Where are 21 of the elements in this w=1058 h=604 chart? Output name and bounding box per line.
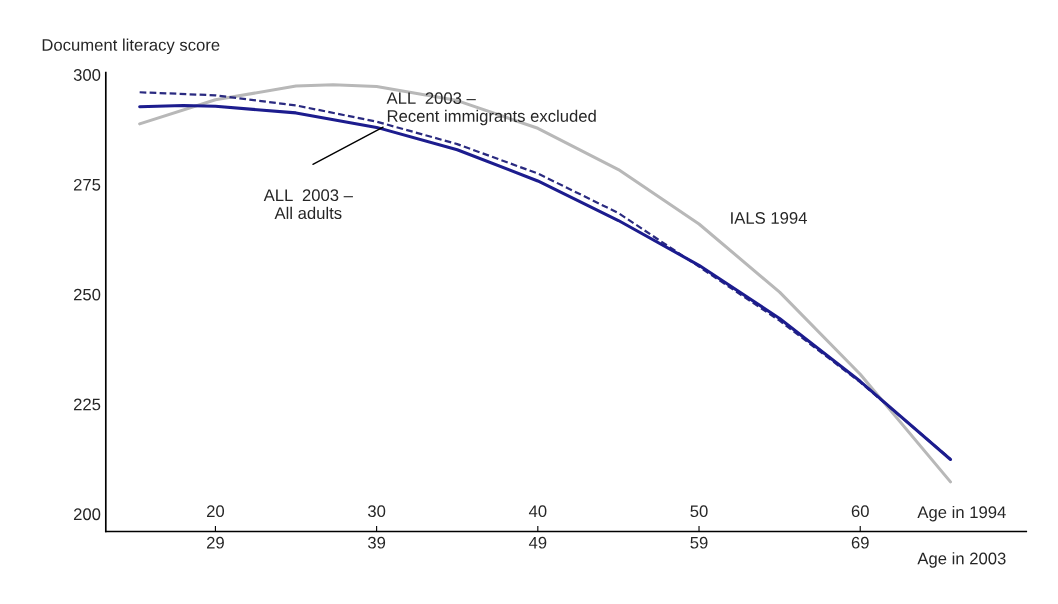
x-axis-title: Age in 2003	[917, 552, 1006, 568]
x2-tick-label: 60	[851, 505, 869, 518]
x-tick-label: 69	[851, 536, 869, 549]
annotation: ALL 2003 – Recent immigrants excluded	[386, 92, 596, 126]
annotation: IALS 1994	[731, 212, 807, 224]
x-tick-label: 49	[528, 536, 547, 549]
y-tick-label: 200	[73, 508, 101, 521]
annotation: ALL 2003 – All adults	[263, 189, 353, 220]
y-axis-title: Document literacy score	[42, 38, 220, 55]
x2-tick-label: 40	[528, 505, 547, 518]
x2-axis-title: Age in 1994	[917, 505, 1006, 522]
y-tick-label: 225	[73, 398, 101, 411]
y-tick-label: 300	[73, 69, 101, 81]
x-tick-label: 59	[690, 536, 708, 549]
x2-tick-label: 30	[367, 505, 386, 518]
x2-tick-label: 20	[206, 505, 225, 518]
x-tick-label: 39	[367, 536, 386, 549]
y-tick-label: 275	[73, 178, 101, 191]
x2-tick-label: 50	[690, 505, 708, 518]
x-tick-label: 29	[206, 536, 224, 549]
y-tick-label: 250	[73, 288, 101, 301]
